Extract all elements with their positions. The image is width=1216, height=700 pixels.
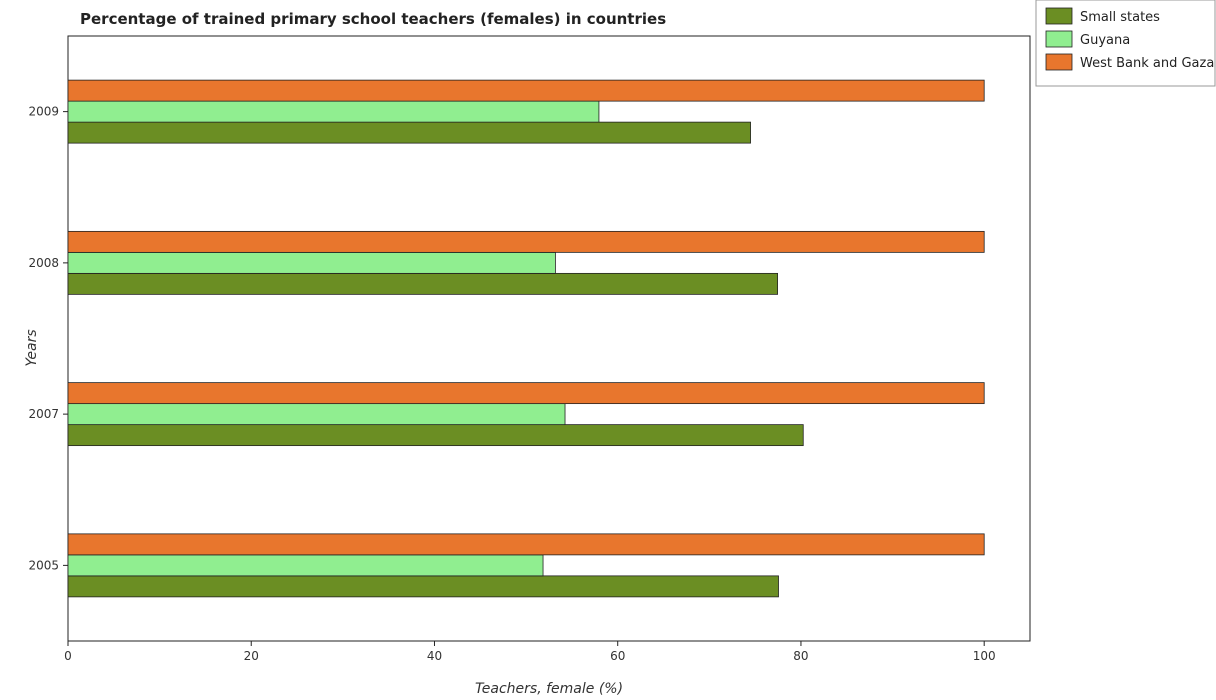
- y-axis-label: Years: [24, 329, 40, 366]
- plot-area: 2005 2007 2008 2009 0 20 40 60 80 100: [28, 35, 1031, 663]
- x-tick-label: 0: [64, 649, 72, 663]
- bar-small-states-2007: [67, 424, 804, 447]
- x-tick-label: 60: [610, 649, 625, 663]
- legend-swatch: [1045, 30, 1073, 48]
- x-tick-label: 80: [793, 649, 808, 663]
- legend: Small states Guyana West Bank and Gaza: [1035, 0, 1216, 87]
- plot-frame: [67, 35, 1031, 642]
- legend-label: West Bank and Gaza: [1080, 56, 1214, 71]
- legend-label: Guyana: [1080, 33, 1130, 48]
- bar-west-bank-and-gaza-2007: [67, 382, 985, 405]
- bar-small-states-2008: [67, 272, 778, 295]
- legend-swatch: [1045, 7, 1073, 25]
- y-tick-label: 2007: [28, 407, 59, 421]
- bar-guyana-2005: [67, 554, 544, 577]
- legend-swatch: [1045, 53, 1073, 71]
- x-tick-label: 100: [973, 649, 996, 663]
- bar-small-states-2005: [67, 575, 779, 598]
- x-axis-label: Teachers, female (%): [475, 681, 623, 697]
- bar-small-states-2009: [67, 121, 751, 144]
- bar-west-bank-and-gaza-2009: [67, 79, 985, 102]
- bar-west-bank-and-gaza-2008: [67, 230, 985, 253]
- y-tick-label: 2005: [28, 558, 59, 572]
- bar-guyana-2009: [67, 100, 600, 123]
- bar-west-bank-and-gaza-2005: [67, 533, 985, 556]
- y-tick-label: 2008: [28, 256, 59, 270]
- legend-label: Small states: [1080, 10, 1160, 25]
- x-tick-label: 20: [244, 649, 259, 663]
- chart-title: Percentage of trained primary school tea…: [80, 10, 666, 28]
- x-tick-label: 40: [427, 649, 442, 663]
- bar-guyana-2008: [67, 251, 556, 274]
- bar-guyana-2007: [67, 403, 566, 426]
- y-tick-label: 2009: [28, 105, 59, 119]
